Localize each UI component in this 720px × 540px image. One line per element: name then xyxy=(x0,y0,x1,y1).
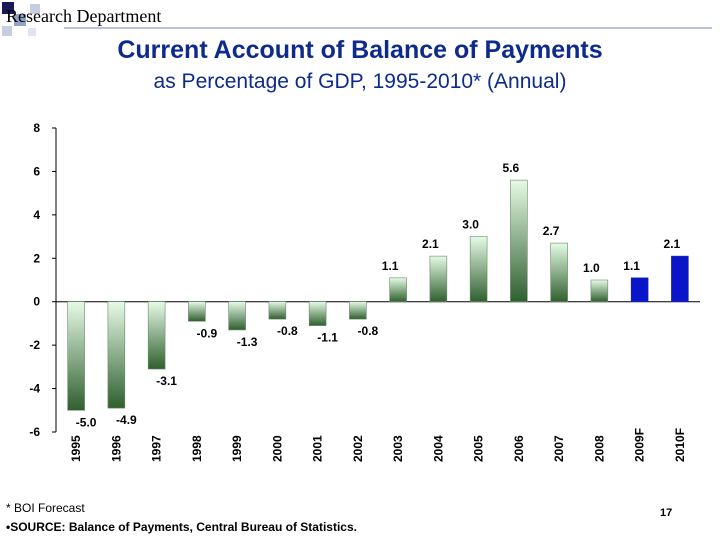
data-label-2005: 3.0 xyxy=(462,218,479,232)
page-number: 17 xyxy=(660,507,673,519)
data-label-2001: -1.1 xyxy=(317,331,338,345)
bar-2000 xyxy=(268,301,287,320)
bar-1996 xyxy=(107,301,126,409)
x-tick-label: 2007 xyxy=(552,435,566,462)
x-tick-label: 1999 xyxy=(230,435,244,462)
chart-subtitle: as Percentage of GDP, 1995-2010* (Annual… xyxy=(153,70,567,93)
department-name: Research Department xyxy=(6,6,162,26)
data-label-2008: 1.0 xyxy=(583,261,600,275)
data-label-2010F: 2.1 xyxy=(664,237,681,251)
x-tick-label: 2010F xyxy=(673,428,687,462)
y-tick-label: -6 xyxy=(29,425,40,439)
data-label-2003: 1.1 xyxy=(382,259,399,273)
x-tick-label: 2001 xyxy=(311,435,325,462)
y-tick-label: 2 xyxy=(33,251,40,265)
chart-title: Current Account of Balance of Payments xyxy=(117,36,603,64)
data-label-2006: 5.6 xyxy=(503,161,520,175)
bar-2007 xyxy=(550,242,568,303)
x-tick-label: 2006 xyxy=(512,435,526,462)
bar-2005 xyxy=(469,236,488,303)
y-tick-label: 8 xyxy=(33,121,40,135)
data-label-1995: -5.0 xyxy=(76,415,97,429)
x-tick-label: 1996 xyxy=(109,435,123,462)
bar-2001 xyxy=(308,301,327,326)
x-tick-label: 2004 xyxy=(431,435,445,462)
y-tick-label: -2 xyxy=(29,338,40,352)
bar-chart: 8 6 4 2 0 -2 -4 -6 -5.0 1995 -4.9 1996 -3.1 1997 -0.9… xyxy=(29,121,700,462)
bar-2002 xyxy=(349,301,367,320)
data-label-2009F: 1.1 xyxy=(623,259,640,273)
x-tick-label: 2008 xyxy=(592,435,606,462)
y-tick-label: 6 xyxy=(33,164,40,178)
bar-1997 xyxy=(147,301,166,370)
bar-2008 xyxy=(590,279,609,303)
data-label-1996: -4.9 xyxy=(116,413,137,427)
y-tick-label: 4 xyxy=(33,208,40,222)
x-tick-label: 2003 xyxy=(391,435,405,462)
data-label-1997: -3.1 xyxy=(156,374,177,388)
data-label-1998: -0.9 xyxy=(197,326,218,340)
x-tick-label: 2009F xyxy=(633,428,647,462)
y-tick-label: 0 xyxy=(33,295,40,309)
x-tick-label: 2000 xyxy=(270,435,284,462)
data-label-2007: 2.7 xyxy=(543,224,560,238)
bar-1999 xyxy=(228,301,246,331)
x-tick-label: 1995 xyxy=(69,435,83,462)
x-tick-label: 1998 xyxy=(190,435,204,462)
bar-2003 xyxy=(389,277,407,303)
data-label-2002: -0.8 xyxy=(358,324,379,338)
bar-2004 xyxy=(429,255,448,303)
x-tick-label: 2002 xyxy=(351,435,365,462)
data-label-1999: -1.3 xyxy=(237,335,258,349)
x-tick-label: 2005 xyxy=(472,435,486,462)
header-squares-icon xyxy=(2,2,40,36)
bar-1998 xyxy=(188,301,206,322)
source-note: •SOURCE: Balance of Payments, Central Bu… xyxy=(6,520,357,534)
data-label-2004: 2.1 xyxy=(422,237,439,251)
bar-2009F xyxy=(630,277,649,303)
data-label-2000: -0.8 xyxy=(277,324,298,338)
bar-2006 xyxy=(510,179,528,303)
y-tick-label: -4 xyxy=(29,382,40,396)
bar-2010F xyxy=(671,255,689,303)
x-tick-label: 1997 xyxy=(150,435,164,462)
bar-1995 xyxy=(67,301,85,411)
header-divider xyxy=(64,27,712,29)
forecast-note: * BOI Forecast xyxy=(6,501,85,515)
